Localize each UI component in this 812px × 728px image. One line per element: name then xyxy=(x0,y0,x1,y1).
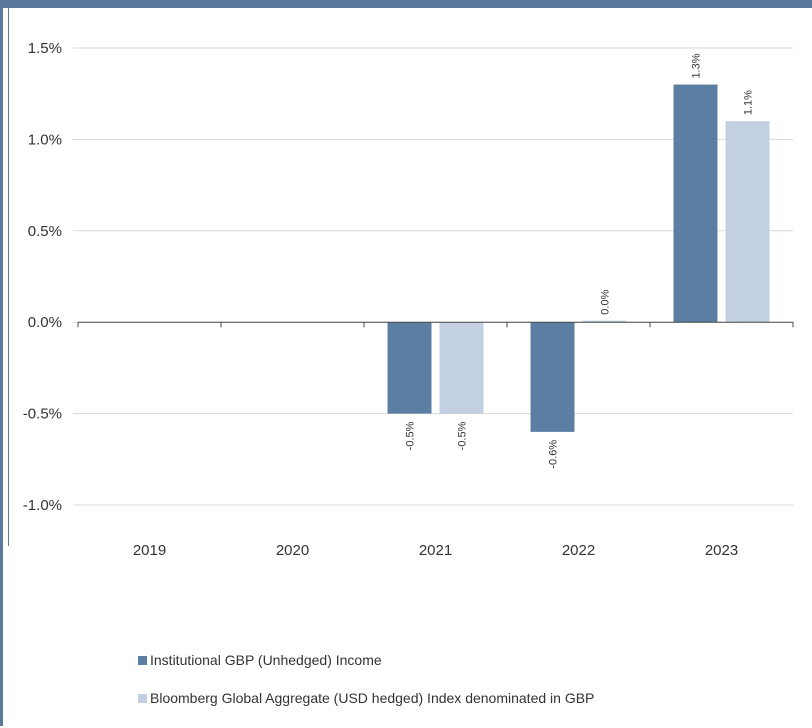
data-label: 0.0% xyxy=(600,289,612,314)
legend-swatch-series-2 xyxy=(138,693,147,703)
top-frame-bar xyxy=(0,0,812,8)
y-axis-ticks: 1.5% 1.0% 0.5% 0.0% -0.5% -1.0% xyxy=(23,40,78,514)
y-tick-label: 1.0% xyxy=(28,131,62,148)
data-label: -0.6% xyxy=(548,440,560,469)
y-tick-label: 0.0% xyxy=(28,314,62,331)
bar-2022-series-1 xyxy=(530,322,575,432)
left-frame-bar xyxy=(0,8,3,726)
y-tick-label: 0.5% xyxy=(28,223,62,240)
x-tick-label: 2022 xyxy=(562,542,595,559)
legend-swatch-series-1 xyxy=(138,655,147,665)
bar-chart: 1.5%1.0%0.5%0.0%-0.5%-1.0% 2019 2020 2021 2… xyxy=(23,40,794,559)
data-label: -0.5% xyxy=(405,421,417,450)
bar-2022-series-2 xyxy=(582,320,627,323)
y-tick-label: -0.5% xyxy=(23,406,62,423)
x-tick-label: 2020 xyxy=(276,542,309,559)
left-frame-line xyxy=(8,8,9,546)
legend: Institutional GBP (Unhedged) Income Bloo… xyxy=(138,652,594,728)
x-tick-label: 2023 xyxy=(705,542,738,559)
legend-label-series-1: Institutional GBP (Unhedged) Income xyxy=(150,652,382,668)
x-tick-label: 2019 xyxy=(133,542,166,559)
y-tick-label: 1.5% xyxy=(28,40,62,57)
bar-2023-series-2 xyxy=(725,121,770,323)
data-label: 1.1% xyxy=(743,90,755,115)
bar-2023-series-1 xyxy=(673,84,718,323)
y-tick-label: -1.0% xyxy=(23,497,62,514)
x-tick-label: 2021 xyxy=(419,542,452,559)
data-labels: -0.5% -0.5% -0.6% 0.0% 1.3% 1.1% xyxy=(405,53,755,468)
bar-2021-series-1 xyxy=(387,322,432,414)
legend-label-series-2: Bloomberg Global Aggregate (USD hedged) … xyxy=(150,690,595,706)
bar-2021-series-2 xyxy=(439,322,484,414)
data-label: -0.5% xyxy=(457,421,469,450)
legend-item-series-2: Bloomberg Global Aggregate (USD hedged) … xyxy=(138,690,594,706)
legend-item-series-1: Institutional GBP (Unhedged) Income xyxy=(138,652,594,668)
data-label: 1.3% xyxy=(691,53,703,78)
x-axis xyxy=(77,321,794,328)
x-axis-labels: 2019 2020 2021 2022 2023 xyxy=(133,542,738,559)
bars xyxy=(387,84,770,432)
